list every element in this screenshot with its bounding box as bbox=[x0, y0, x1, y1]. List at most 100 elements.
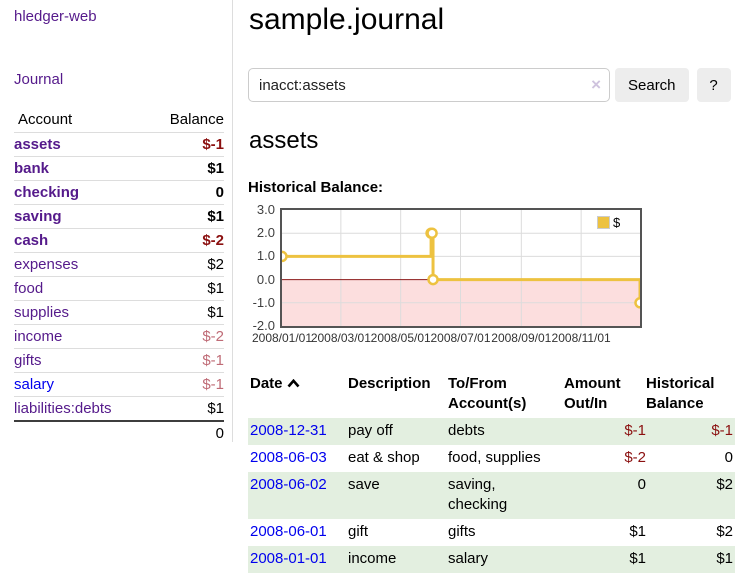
account-row: salary $-1 bbox=[14, 372, 224, 397]
account-link[interactable]: supplies bbox=[14, 304, 70, 321]
sidebar: hledger-web Journal Account Balance asse… bbox=[0, 0, 233, 445]
transaction-description: save bbox=[348, 472, 448, 519]
accounts-table-header: Account Balance bbox=[14, 108, 224, 133]
x-axis-tick-label: 2008/05/01 bbox=[370, 331, 431, 345]
y-axis-tick-label: 2.0 bbox=[256, 225, 275, 241]
transaction-balance: 0 bbox=[724, 449, 733, 466]
account-balance: $1 bbox=[148, 276, 224, 301]
page-title: sample.journal bbox=[249, 3, 445, 36]
account-balance: $-1 bbox=[148, 348, 224, 373]
search-input[interactable] bbox=[248, 68, 610, 102]
account-row: gifts $-1 bbox=[14, 348, 224, 373]
accounts-total: 0 bbox=[148, 420, 224, 445]
account-link[interactable]: liabilities:debts bbox=[14, 400, 112, 417]
chart-title: Historical Balance: bbox=[248, 179, 384, 196]
chart-plot-area bbox=[280, 208, 642, 328]
balance-column-header: Historical Balance bbox=[646, 375, 715, 412]
account-balance: $-2 bbox=[148, 324, 224, 349]
clear-search-icon[interactable]: × bbox=[591, 75, 601, 95]
transaction-description: pay off bbox=[348, 418, 448, 445]
legend-swatch-icon bbox=[597, 216, 610, 229]
register-table: Date Description To/From Account(s) Amou… bbox=[248, 372, 735, 573]
account-page-title: assets bbox=[249, 127, 319, 154]
account-column-header: Account bbox=[14, 108, 149, 133]
account-row: expenses $2 bbox=[14, 252, 224, 277]
account-row: checking 0 bbox=[14, 180, 224, 205]
transaction-accounts: debts bbox=[448, 418, 564, 445]
transaction-row: 2008-06-02 save saving, checking 0 $2 bbox=[248, 472, 735, 519]
account-balance: $-1 bbox=[148, 372, 224, 397]
transaction-amount: 0 bbox=[564, 472, 646, 519]
account-balance: $-1 bbox=[148, 132, 224, 157]
date-column-header[interactable]: Date bbox=[248, 372, 348, 418]
account-balance: $2 bbox=[148, 252, 224, 277]
transaction-date-link[interactable]: 2008-01-01 bbox=[250, 550, 327, 567]
account-row: liabilities:debts $1 bbox=[14, 396, 224, 422]
search-button[interactable]: Search bbox=[615, 68, 689, 102]
transaction-accounts: salary bbox=[448, 546, 564, 573]
transaction-row: 2008-01-01 income salary $1 $1 bbox=[248, 546, 735, 573]
search-form: × Search ? bbox=[248, 68, 735, 102]
account-link[interactable]: gifts bbox=[14, 352, 42, 369]
x-axis-tick-label: 2008/01/01 bbox=[251, 331, 313, 345]
account-balance: 0 bbox=[148, 180, 224, 205]
account-link[interactable]: income bbox=[14, 328, 63, 345]
sort-ascending-icon bbox=[287, 374, 300, 394]
transaction-accounts: saving, checking bbox=[448, 472, 564, 519]
account-row: food $1 bbox=[14, 276, 224, 301]
y-axis-tick-label: 0.0 bbox=[256, 271, 275, 287]
account-link[interactable]: saving bbox=[14, 208, 62, 225]
account-row: supplies $1 bbox=[14, 300, 224, 325]
register-table-header: Date Description To/From Account(s) Amou… bbox=[248, 372, 735, 418]
app-title-link[interactable]: hledger-web bbox=[14, 8, 224, 25]
account-row: income $-2 bbox=[14, 324, 224, 349]
transaction-row: 2008-06-01 gift gifts $1 $2 bbox=[248, 519, 735, 546]
transaction-balance: $2 bbox=[646, 472, 735, 519]
account-link[interactable]: bank bbox=[14, 160, 50, 177]
x-axis-tick-label: 2008/11/01 bbox=[551, 331, 611, 345]
legend-label: $ bbox=[613, 215, 621, 230]
app-title-label[interactable]: hledger-web bbox=[14, 8, 97, 25]
account-link[interactable]: salary bbox=[14, 376, 55, 393]
account-balance: $1 bbox=[148, 156, 224, 181]
account-row: saving $1 bbox=[14, 204, 224, 229]
account-row: cash $-2 bbox=[14, 228, 224, 253]
help-button[interactable]: ? bbox=[696, 68, 731, 102]
sidebar-item-journal[interactable]: Journal bbox=[14, 71, 64, 88]
transaction-date-link[interactable]: 2008-06-01 bbox=[250, 523, 327, 540]
account-row: assets $-1 bbox=[14, 132, 224, 157]
y-axis-tick-label: -1.0 bbox=[252, 294, 275, 310]
accounts-total-row: 0 bbox=[14, 420, 224, 445]
chart-series-svg bbox=[282, 210, 640, 326]
balance-chart: $ 3.0 2.0 1.0 0.0 -1.0 -2.0 2008/01/01 2008/03/… bbox=[248, 202, 688, 353]
account-link[interactable]: expenses bbox=[14, 256, 79, 273]
description-column-header: Description bbox=[348, 375, 431, 392]
transaction-accounts: gifts bbox=[448, 523, 476, 540]
transaction-amount: $-1 bbox=[564, 418, 646, 445]
y-axis-tick-label: 3.0 bbox=[256, 202, 275, 217]
transaction-date-link[interactable]: 2008-06-03 bbox=[250, 449, 327, 466]
accounts-table: Account Balance assets $-1 bank $1 check… bbox=[14, 108, 224, 445]
account-balance: $1 bbox=[148, 396, 224, 422]
account-balance: $1 bbox=[148, 300, 224, 325]
x-axis-tick-label: 2008/09/01 bbox=[491, 331, 552, 345]
transaction-row: 2008-06-03 eat & shop food, supplies $-2… bbox=[248, 445, 735, 472]
transaction-balance: $-1 bbox=[646, 418, 735, 445]
account-link[interactable]: checking bbox=[14, 184, 80, 201]
tofrom-column-header: To/From Account(s) bbox=[448, 375, 527, 412]
x-axis-tick-label: 2008/03/01 bbox=[310, 331, 371, 345]
x-axis-tick-label: 2008/07/01 bbox=[430, 331, 491, 345]
account-link[interactable]: cash bbox=[14, 232, 49, 249]
transaction-description: eat & shop bbox=[348, 449, 420, 466]
account-link[interactable]: food bbox=[14, 280, 44, 297]
account-balance: $1 bbox=[148, 204, 224, 229]
account-link[interactable]: assets bbox=[14, 136, 61, 153]
main-content: sample.journal × Search ? assets Histori… bbox=[233, 0, 742, 573]
y-axis-tick-label: -2.0 bbox=[252, 318, 275, 333]
transaction-amount: $-2 bbox=[624, 449, 646, 466]
transaction-accounts: food, supplies bbox=[448, 449, 541, 466]
transaction-date-link[interactable]: 2008-12-31 bbox=[250, 422, 327, 439]
account-balance: $-2 bbox=[148, 228, 224, 253]
transaction-description: income bbox=[348, 546, 448, 573]
transaction-date-link[interactable]: 2008-06-02 bbox=[250, 476, 327, 493]
